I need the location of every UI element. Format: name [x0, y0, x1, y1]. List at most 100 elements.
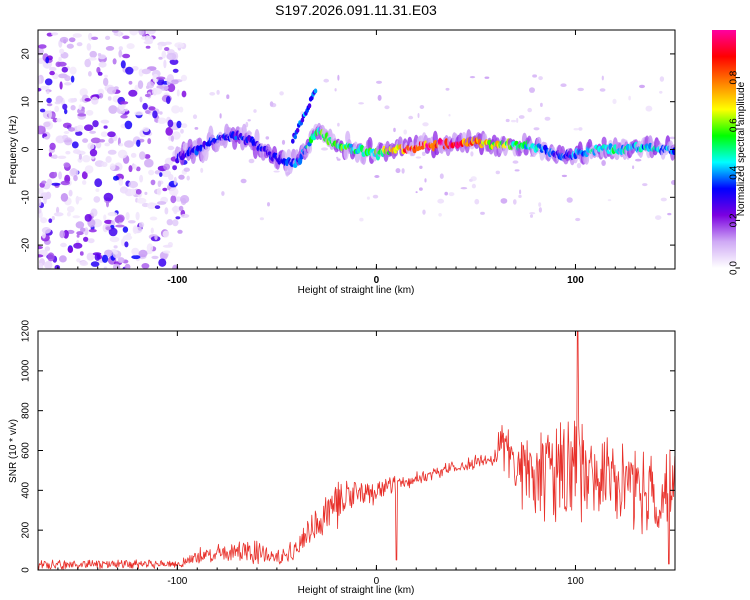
- spectrogram-noise-cell: [46, 97, 52, 104]
- spectrogram-noise-cell: [176, 89, 180, 97]
- spectrogram-noise-cell: [108, 105, 118, 114]
- spectrogram-noise-cell: [139, 174, 144, 183]
- spectrogram-noise-cell: [599, 88, 606, 92]
- spectrogram-noise-cell: [92, 120, 99, 128]
- spectrogram-noise-cell: [115, 224, 125, 228]
- spectrogram-noise-cell: [45, 56, 49, 64]
- spectrogram-noise-cell: [437, 198, 445, 204]
- spectrogram-noise-cell: [152, 110, 158, 119]
- spectrogram-noise-cell: [89, 130, 96, 134]
- spectrogram-noise-cell: [38, 44, 47, 49]
- spectrogram-noise-cell: [655, 215, 662, 221]
- spectrogram-noise-cell: [44, 78, 53, 86]
- spectrogram-noise-cell: [88, 71, 92, 77]
- spectrogram-noise-cell: [135, 189, 142, 195]
- spectrogram-noise-cell: [54, 105, 60, 113]
- spectrogram-x-ticks: -100 0 100: [57, 30, 676, 286]
- spectrogram-noise-cell: [40, 217, 48, 224]
- spectrogram-noise-cell: [470, 176, 477, 182]
- spectrogram-noise-cell: [137, 80, 144, 89]
- spectrogram-noise-cell: [419, 187, 423, 191]
- spectrogram-noise-cell: [573, 128, 579, 131]
- spectrogram-noise-cell: [245, 121, 249, 128]
- spectrogram-marks: [38, 30, 675, 269]
- spectrogram-noise-cell: [128, 89, 138, 97]
- spectrogram-noise-cell: [171, 79, 179, 85]
- spectrogram-ridge-cell: [293, 134, 298, 140]
- spectrogram-noise-cell: [128, 80, 133, 85]
- spectrogram-noise-cell: [240, 178, 247, 184]
- spectrogram-noise-cell: [78, 153, 82, 160]
- spectrogram-noise-cell: [72, 215, 81, 219]
- spectrogram-noise-cell: [366, 196, 370, 200]
- spectrogram-noise-cell: [59, 36, 69, 43]
- spectrogram-noise-cell: [88, 32, 93, 41]
- spectrogram-noise-cell: [107, 131, 116, 138]
- spectrogram-noise-cell: [514, 169, 520, 172]
- snr-x-tick-label: -100: [167, 576, 187, 587]
- spectrogram-noise-cell: [180, 128, 184, 134]
- spectrogram-noise-cell: [81, 171, 88, 180]
- spectrogram-noise-cell: [103, 125, 108, 129]
- spectrogram-noise-cell: [128, 165, 133, 173]
- spectrogram-noise-cell: [52, 117, 58, 123]
- spectrogram-noise-cell: [86, 252, 95, 261]
- spectrogram-noise-cell: [645, 105, 653, 112]
- spectrogram-noise-cell: [108, 227, 118, 237]
- spectrogram-noise-cell: [152, 73, 159, 83]
- spectrogram-noise-cell: [53, 171, 58, 178]
- spectrogram-y-tick-label: 10: [21, 96, 32, 108]
- spectrogram-noise-cell: [134, 111, 144, 116]
- spectrogram-noise-cell: [145, 110, 151, 114]
- spectrogram-noise-cell: [601, 75, 604, 81]
- spectrogram-noise-cell: [38, 198, 42, 207]
- spectrogram-noise-cell: [104, 142, 110, 147]
- spectrogram-noise-cell: [141, 263, 150, 269]
- spectrogram-noise-cell: [448, 192, 455, 197]
- spectrogram-noise-cell: [135, 211, 140, 221]
- spectrogram-noise-cell: [518, 194, 522, 198]
- snr-y-tick-label: 0: [21, 567, 32, 573]
- spectrogram-noise-cell: [44, 261, 53, 269]
- spectrogram-noise-cell: [248, 158, 255, 164]
- spectrogram-noise-cell: [39, 108, 46, 113]
- spectrogram-noise-cell: [169, 187, 179, 196]
- spectrogram-noise-cell: [166, 219, 173, 226]
- spectrogram-noise-cell: [279, 91, 284, 96]
- spectrogram-noise-cell: [49, 142, 56, 150]
- spectrogram-x-tick-label: 100: [567, 275, 584, 286]
- spectrogram-noise-cell: [53, 212, 64, 217]
- spectrogram-noise-cell: [38, 57, 44, 64]
- spectrogram-noise-cell: [200, 167, 204, 173]
- spectrogram-noise-cell: [145, 30, 156, 35]
- spectrogram-noise-cell: [154, 205, 161, 210]
- spectrogram-noise-cell: [601, 160, 606, 166]
- spectrogram-noise-cell: [513, 199, 517, 205]
- spectrogram-noise-cell: [159, 172, 163, 178]
- spectrogram-noise-cell: [70, 75, 75, 83]
- spectrogram-noise-cell: [120, 101, 129, 105]
- spectrogram-noise-cell: [75, 131, 83, 136]
- spectrogram-noise-cell: [408, 115, 414, 120]
- spectrogram-noise-cell: [576, 162, 582, 169]
- spectrogram-y-axis-label: Frequency (Hz): [8, 116, 19, 185]
- spectrogram-noise-cell: [174, 42, 185, 48]
- spectrogram-x-tick-label: -100: [167, 275, 187, 286]
- spectrogram-noise-cell: [158, 56, 163, 60]
- spectrogram-ridge-cell: [297, 157, 303, 165]
- spectrogram-noise-cell: [141, 68, 151, 75]
- spectrogram-noise-cell: [438, 213, 442, 217]
- spectrogram-noise-cell: [173, 176, 177, 186]
- spectrogram-noise-cell: [181, 123, 188, 129]
- spectrogram-noise-cell: [159, 111, 163, 115]
- spectrogram-noise-cell: [192, 114, 198, 119]
- spectrogram-noise-cell: [176, 120, 182, 129]
- spectrogram-noise-cell: [116, 214, 125, 223]
- spectrogram-noise-cell: [529, 87, 535, 93]
- spectrogram-noise-cell: [76, 124, 84, 132]
- spectrogram-noise-cell: [337, 122, 340, 127]
- spectrogram-noise-cell: [172, 134, 180, 140]
- spectrogram-noise-cell: [164, 41, 172, 45]
- spectrogram-noise-cell: [59, 230, 65, 239]
- spectrogram-noise-cell: [113, 245, 118, 249]
